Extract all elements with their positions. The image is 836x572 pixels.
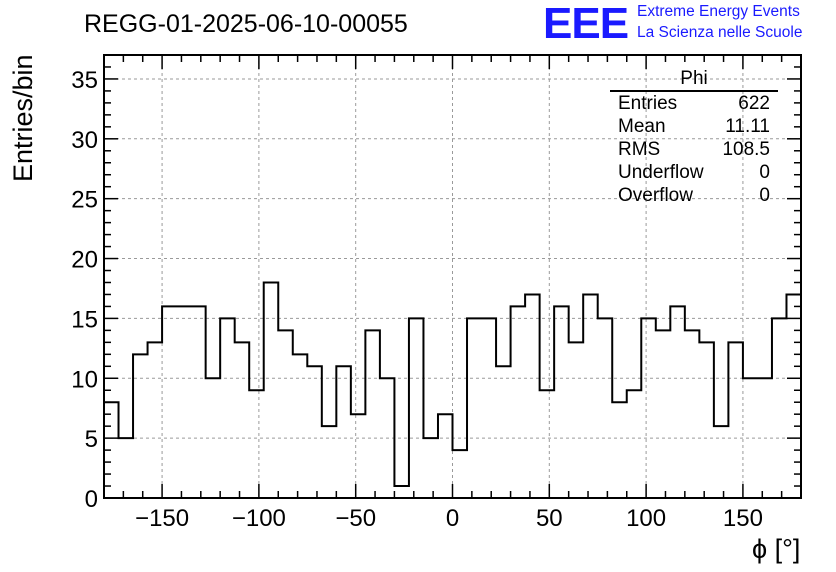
x-tick-label: −50 <box>335 505 376 532</box>
histogram-bin <box>467 318 482 498</box>
histogram-bin <box>278 330 293 498</box>
histogram-bin <box>612 402 627 498</box>
stats-divider <box>610 90 778 92</box>
stats-label-mean: Mean <box>618 116 666 137</box>
histogram-bin <box>177 306 192 498</box>
y-tick-labels: 0 5 10 15 20 25 30 35 <box>71 67 98 513</box>
axis-ticks <box>103 54 802 499</box>
histogram-bin <box>598 318 613 498</box>
x-tick-labels: −150 −100 −50 0 50 100 150 <box>135 505 763 532</box>
histogram-bin <box>409 318 424 498</box>
histogram-bin <box>191 306 206 498</box>
y-tick-label: 35 <box>71 67 98 94</box>
histogram-bin <box>699 342 714 498</box>
histogram-bin <box>453 450 468 498</box>
y-tick-label: 20 <box>71 247 98 274</box>
histogram-bin <box>641 318 656 498</box>
x-tick-label: 0 <box>446 505 459 532</box>
stats-label-rms: RMS <box>618 139 661 160</box>
histogram-bin <box>133 354 148 498</box>
histogram-bin <box>148 342 163 498</box>
histogram-bin <box>511 306 526 498</box>
histogram-bin <box>206 378 221 498</box>
stats-label-entries: Entries <box>618 93 678 114</box>
histogram-bin <box>714 426 729 498</box>
histogram-bin <box>351 414 366 498</box>
stats-value-overflow: 0 <box>759 185 770 206</box>
histogram-bin <box>162 306 177 498</box>
grid-lines <box>104 55 801 498</box>
histogram-bin <box>728 342 743 498</box>
histogram-bin <box>307 366 322 498</box>
histogram-bin <box>438 414 453 498</box>
x-tick-label: −100 <box>232 505 286 532</box>
histogram-bin <box>322 426 337 498</box>
y-tick-label: 15 <box>71 306 98 333</box>
x-tick-label: −150 <box>135 505 189 532</box>
histogram-bin <box>394 486 409 498</box>
logo-tagline-1: Extreme Energy Events <box>637 3 800 20</box>
histogram-bin <box>380 378 395 498</box>
x-tick-label: 100 <box>626 505 666 532</box>
histogram-bin <box>336 366 351 498</box>
histogram-bin <box>554 306 569 498</box>
y-tick-label: 25 <box>71 187 98 214</box>
histogram-bin <box>685 330 700 498</box>
x-tick-label: 150 <box>723 505 763 532</box>
histogram-bin <box>220 318 235 498</box>
histogram-bin <box>670 306 685 498</box>
eee-logo: EEE <box>543 0 629 48</box>
stats-label-underflow: Underflow <box>618 162 704 183</box>
histogram-bin <box>104 402 119 498</box>
histogram-bin <box>482 318 497 498</box>
histogram-bin <box>365 330 380 498</box>
histogram-bin <box>423 438 438 498</box>
stats-label-overflow: Overflow <box>618 185 693 206</box>
histogram-bin <box>496 366 511 498</box>
y-tick-label: 5 <box>85 426 98 453</box>
x-axis-label: ϕ [°] <box>752 534 801 564</box>
histogram-bin <box>786 294 801 498</box>
y-tick-label: 10 <box>71 366 98 393</box>
logo-tagline-2: La Scienza nelle Scuole <box>637 24 803 41</box>
histogram-bin <box>656 330 671 498</box>
histogram-bin <box>525 294 540 498</box>
histogram-bin <box>743 378 758 498</box>
y-tick-label: 30 <box>71 127 98 154</box>
histogram-bin <box>264 282 279 498</box>
histogram-bin <box>293 354 308 498</box>
stats-name: Phi <box>680 68 708 89</box>
plot-title: REGG-01-2025-06-10-00055 <box>84 10 408 38</box>
stats-value-underflow: 0 <box>759 162 770 183</box>
stats-value-entries: 622 <box>738 93 770 114</box>
histogram-line <box>103 281 802 498</box>
histogram-bin <box>569 342 584 498</box>
histogram-bin <box>757 378 772 498</box>
stats-value-mean: 11.11 <box>725 116 770 137</box>
histogram-bin <box>235 342 250 498</box>
histogram-bin <box>249 390 264 498</box>
histogram-bin <box>119 438 134 498</box>
histogram-bin <box>627 390 642 498</box>
x-tick-label: 50 <box>536 505 563 532</box>
stats-value-rms: 108.5 <box>722 139 770 160</box>
histogram-bin <box>772 318 787 498</box>
histogram-bin <box>583 294 598 498</box>
histogram-bin <box>540 390 555 498</box>
y-tick-label: 0 <box>85 486 98 513</box>
